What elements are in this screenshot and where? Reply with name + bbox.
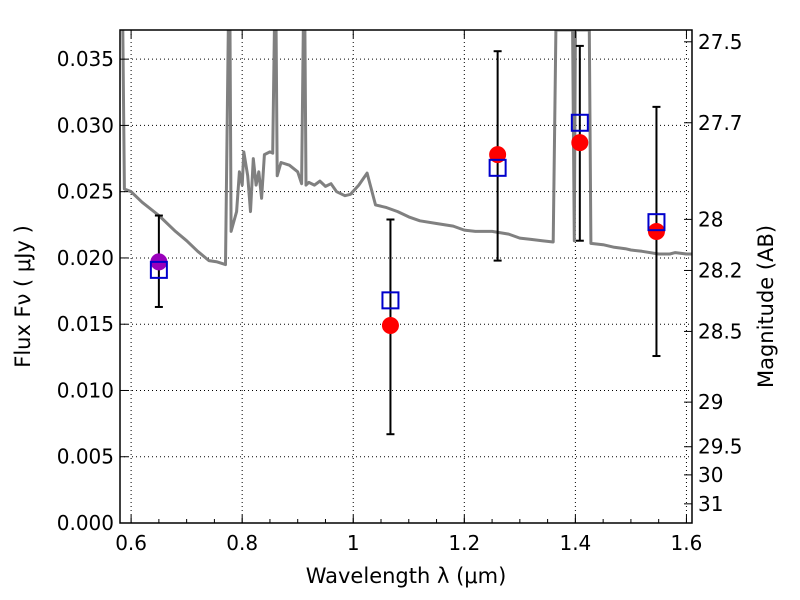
observed-flux-point xyxy=(571,134,589,152)
magnitude-tick-label: 30 xyxy=(698,463,723,487)
x-tick-label: 1 xyxy=(347,531,360,555)
y-tick-label: 0.025 xyxy=(57,180,114,204)
spectrum-line xyxy=(121,30,692,267)
y-tick-label: 0.030 xyxy=(57,113,114,137)
magnitude-tick-label: 27.7 xyxy=(698,111,743,135)
y-tick-label: 0.035 xyxy=(57,47,114,71)
model-flux-point xyxy=(381,291,400,310)
magnitude-tick-label: 31 xyxy=(698,492,723,516)
observed-flux-point xyxy=(381,317,399,335)
y-axis-title: Flux Fν ( μJy ) xyxy=(11,225,35,368)
y-tick-label: 0.000 xyxy=(57,511,114,535)
y-tick-label: 0.020 xyxy=(57,246,114,270)
x-tick-label: 1.4 xyxy=(559,531,591,555)
model-flux-point xyxy=(149,260,168,279)
spectrum-layer xyxy=(121,30,692,267)
magnitude-axis-title: Magnitude (AB) xyxy=(754,225,778,388)
x-axis-title: Wavelength λ (μm) xyxy=(306,564,507,588)
magnitude-tick-label: 28.5 xyxy=(698,319,743,343)
y-tick-label: 0.005 xyxy=(57,445,114,469)
plot-frame xyxy=(119,29,693,524)
grid-layer xyxy=(120,30,692,523)
magnitude-tick-label: 29 xyxy=(698,390,723,414)
x-tick-label: 1.6 xyxy=(671,531,703,555)
magnitude-tick-label: 28 xyxy=(698,207,723,231)
model-points-layer xyxy=(149,113,666,310)
model-flux-point xyxy=(647,213,666,232)
model-flux-point xyxy=(488,158,507,177)
magnitude-tick-label: 27.5 xyxy=(698,30,743,54)
magnitude-tick-label: 28.2 xyxy=(698,258,743,282)
x-tick-label: 0.6 xyxy=(115,531,147,555)
x-tick-label: 0.8 xyxy=(226,531,258,555)
model-flux-point xyxy=(570,113,589,132)
observed-flux-point xyxy=(647,222,665,240)
y-tick-label: 0.010 xyxy=(57,378,114,402)
x-tick-label: 1.2 xyxy=(448,531,480,555)
magnitude-tick-label: 29.5 xyxy=(698,435,743,459)
y-tick-label: 0.015 xyxy=(57,312,114,336)
observed-flux-point xyxy=(489,146,507,164)
label-layer: 0.6 0.8 1 1.2 1.4 1.6 0.000 0.005 0.010 0.015 0.02… xyxy=(11,30,778,588)
